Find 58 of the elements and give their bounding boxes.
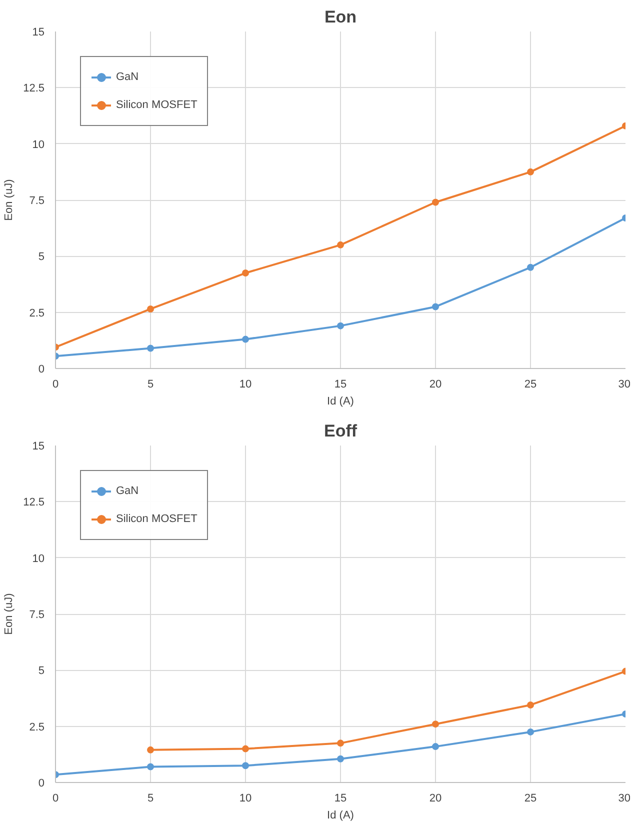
y-tick-label: 2.5 [29, 721, 45, 734]
point [432, 720, 439, 728]
point [147, 746, 154, 754]
x-tick-label: 25 [524, 792, 537, 804]
y-tick-label: 12.5 [23, 496, 45, 509]
chart-title: Eon [324, 8, 357, 26]
y-tick-label: 5 [38, 665, 45, 678]
point [147, 305, 154, 312]
y-tick-label: 5 [38, 251, 45, 264]
point [527, 701, 534, 708]
y-tick-label: 15 [32, 26, 45, 38]
x-tick-label: 0 [52, 378, 59, 390]
point [432, 743, 439, 750]
x-axis-title: Id (A) [327, 810, 354, 822]
point [432, 303, 439, 310]
x-tick-label: 30 [618, 792, 631, 804]
y-tick-label: 10 [32, 138, 45, 151]
point [337, 322, 344, 330]
point [337, 755, 344, 762]
y-tick-label: 7.5 [29, 195, 45, 207]
y-axis-title: Eon (uJ) [3, 179, 16, 221]
point [432, 198, 439, 206]
x-tick-label: 10 [239, 378, 252, 390]
x-tick-label: 25 [524, 378, 537, 390]
x-tick-label: 5 [147, 378, 154, 390]
point [242, 745, 249, 752]
x-tick-label: 15 [334, 792, 347, 804]
x-tick-label: 30 [618, 378, 631, 390]
point [242, 270, 249, 277]
y-tick-label: 0 [38, 778, 45, 790]
x-tick-label: 15 [334, 378, 347, 390]
legend-label: Silicon MOSFET [116, 99, 198, 111]
y-tick-label: 12.5 [23, 82, 45, 95]
point [527, 728, 534, 736]
x-tick-label: 5 [147, 792, 154, 804]
x-tick-label: 20 [429, 792, 442, 804]
x-tick-label: 20 [429, 378, 442, 390]
point [337, 740, 344, 747]
y-axis-title: Eon (uJ) [3, 593, 16, 635]
point [337, 241, 344, 248]
point [527, 264, 534, 271]
x-tick-label: 10 [239, 792, 252, 804]
y-tick-label: 15 [32, 440, 45, 452]
point [147, 344, 154, 352]
point [242, 336, 249, 343]
legend-label: Silicon MOSFET [116, 513, 198, 525]
legend-label: GaN [116, 71, 139, 83]
legend-label: GaN [116, 485, 139, 497]
x-axis-title: Id (A) [327, 396, 354, 408]
point [527, 168, 534, 176]
y-tick-label: 7.5 [29, 609, 45, 621]
point [147, 763, 154, 770]
x-tick-label: 0 [52, 792, 59, 804]
point [242, 762, 249, 770]
chart-title: Eoff [324, 422, 358, 440]
y-tick-label: 2.5 [29, 307, 45, 320]
y-tick-label: 0 [38, 364, 45, 376]
y-tick-label: 10 [32, 552, 45, 565]
